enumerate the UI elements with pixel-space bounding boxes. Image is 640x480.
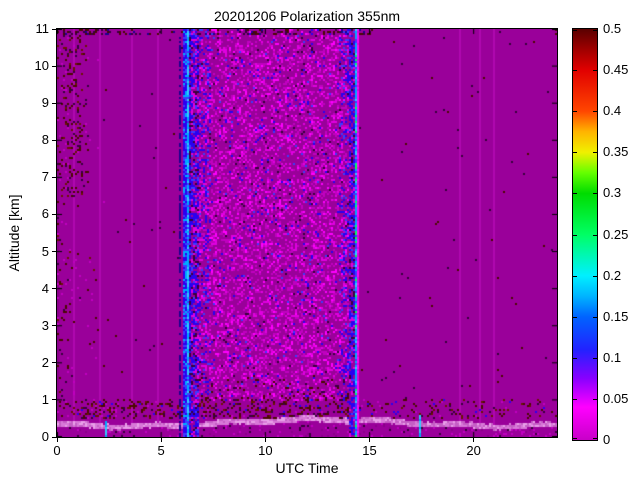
y-tick-mark	[52, 28, 56, 30]
x-tick-label-10: 10	[258, 443, 273, 458]
colorbar-tick-mark	[573, 111, 577, 113]
colorbar-tick-mark	[573, 70, 577, 72]
y-tick-mark	[52, 436, 56, 438]
colorbar-tick-mark	[593, 70, 597, 72]
plot-area	[56, 28, 558, 438]
x-tick-label-5: 5	[157, 443, 165, 458]
y-tick-mark	[52, 176, 56, 178]
colorbar-tick-label-0.1: 0.1	[603, 349, 622, 365]
y-tick-label-2: 2	[41, 354, 49, 370]
y-tick-mark	[52, 288, 56, 290]
colorbar-tick-mark	[593, 193, 597, 195]
y-tick-mark	[52, 251, 56, 253]
x-tick-mark	[56, 438, 58, 442]
y-tick-label-3: 3	[41, 317, 49, 333]
colorbar-tick-mark	[573, 438, 577, 439]
colorbar-tick-mark	[573, 398, 577, 400]
x-tick-label-0: 0	[53, 443, 61, 458]
y-tick-label-4: 4	[41, 280, 49, 296]
y-tick-label-10: 10	[34, 58, 49, 74]
chart-title: 20201206 Polarization 355nm	[213, 8, 401, 24]
y-tick-label-5: 5	[41, 243, 49, 259]
colorbar-tick-mark	[593, 316, 597, 318]
colorbar-tick-mark	[573, 316, 577, 318]
colorbar-tick-mark	[593, 438, 597, 439]
colorbar-tick-label-0.4: 0.4	[603, 103, 622, 119]
x-tick-label-20: 20	[466, 443, 481, 458]
y-tick-mark	[52, 213, 56, 215]
x-tick-mark	[473, 438, 475, 442]
y-tick-mark	[52, 139, 56, 141]
y-tick-label-8: 8	[41, 132, 49, 148]
y-tick-mark	[52, 102, 56, 104]
colorbar-tick-mark	[573, 275, 577, 277]
colorbar-tick-label-0.3: 0.3	[603, 185, 622, 201]
colorbar-tick-mark	[573, 152, 577, 154]
colorbar-tick-label-0.45: 0.45	[603, 62, 629, 78]
y-tick-label-6: 6	[41, 206, 49, 222]
colorbar-tick-mark	[593, 398, 597, 400]
x-tick-mark	[369, 438, 370, 442]
colorbar-tick-mark	[593, 357, 597, 359]
colorbar-tick-label-0.2: 0.2	[603, 267, 622, 283]
y-tick-label-11: 11	[35, 21, 50, 36]
colorbar-tick-mark	[593, 111, 597, 113]
colorbar-tick-mark	[593, 152, 597, 154]
colorbar-tick-label-0.15: 0.15	[603, 308, 629, 324]
y-tick-mark	[52, 362, 56, 364]
y-tick-mark	[52, 65, 56, 67]
x-tick-mark	[264, 438, 266, 442]
y-tick-label-0: 0	[41, 429, 49, 444]
colorbar-tick-mark	[573, 234, 577, 236]
colorbar-tick-label-0.25: 0.25	[603, 226, 629, 242]
colorbar-tick-mark	[573, 30, 577, 31]
y-tick-label-9: 9	[41, 95, 49, 111]
colorbar-tick-mark	[593, 275, 597, 277]
colorbar-tick-label-0.05: 0.05	[603, 390, 629, 406]
colorbar-tick-mark	[573, 193, 577, 195]
colorbar-tick-label-0.35: 0.35	[603, 144, 629, 160]
heatmap-canvas	[57, 29, 557, 437]
colorbar-tick-label-0: 0	[603, 432, 611, 447]
colorbar-tick-label-0.5: 0.5	[603, 21, 622, 36]
y-tick-mark	[52, 325, 56, 327]
x-tick-mark	[160, 438, 162, 442]
y-axis-label: Altitude [km]	[6, 194, 22, 272]
colorbar-tick-mark	[593, 30, 597, 31]
x-tick-label-15: 15	[362, 443, 377, 458]
y-tick-mark	[52, 399, 56, 401]
y-tick-label-7: 7	[41, 169, 49, 185]
x-axis-label: UTC Time	[275, 460, 339, 476]
colorbar-tick-mark	[593, 234, 597, 236]
colorbar-tick-mark	[573, 357, 577, 359]
y-tick-label-1: 1	[41, 391, 49, 407]
